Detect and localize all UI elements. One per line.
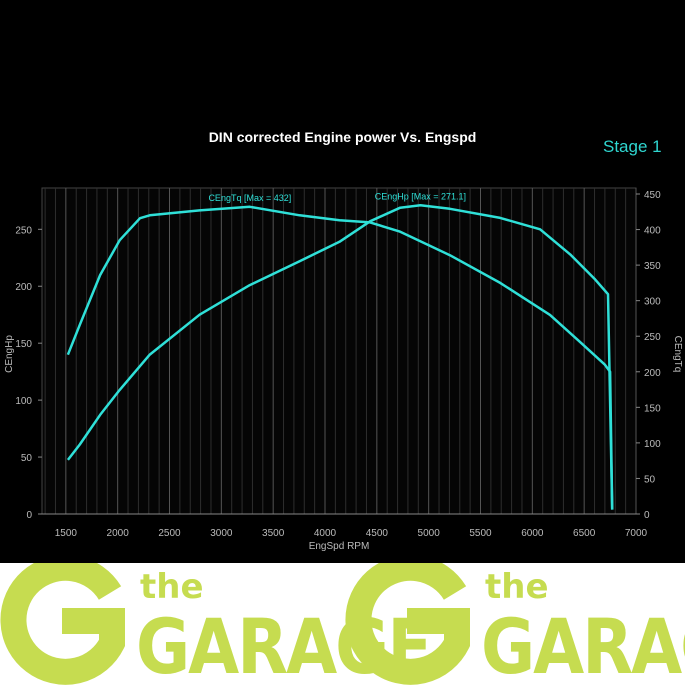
garage-g-icon — [0, 563, 125, 685]
series-line-torque — [66, 205, 614, 510]
series-label: CEngHp [Max = 271.1] — [375, 191, 466, 201]
garage-logo: the GARAGE — [345, 563, 685, 685]
y-right-tick-label: 450 — [644, 190, 661, 201]
x-tick-label: 3500 — [262, 528, 285, 539]
x-tick-label: 3000 — [210, 528, 233, 539]
x-tick-label: 6500 — [573, 528, 596, 539]
x-tick-label: 1500 — [55, 528, 78, 539]
y-left-tick-label: 50 — [21, 453, 33, 464]
y-right-tick-label: 250 — [644, 332, 661, 343]
x-tick-label: 2000 — [107, 528, 130, 539]
x-tick-label: 2500 — [158, 528, 181, 539]
dyno-chart: 1500 2000 2500 3000 3500 4000 4500 5000 5500 6000… — [4, 187, 683, 552]
stage-label: Stage 1 — [603, 137, 662, 156]
y-left-tick-label: 200 — [15, 282, 32, 293]
garage-g-icon — [345, 563, 470, 685]
y-right-axis-label: CEngTq — [672, 336, 683, 373]
y-left-tick-label: 250 — [15, 225, 32, 236]
x-tick-label: 4000 — [314, 528, 337, 539]
logo-the: the — [485, 567, 549, 607]
plot-area — [41, 187, 637, 515]
series-label: CEngTq [Max = 432] — [208, 193, 291, 203]
y-right-tick-label: 100 — [644, 439, 661, 450]
chart-title: DIN corrected Engine power Vs. Engspd — [208, 129, 477, 145]
y-left-tick-label: 150 — [15, 339, 32, 350]
y-right-tick-label: 300 — [644, 297, 661, 308]
y-left-tick-label: 0 — [26, 510, 32, 521]
x-tick-label: 5000 — [418, 528, 441, 539]
logo-the: the — [140, 567, 204, 607]
logo-garage: GARAGE — [481, 603, 685, 685]
x-tick-label: 5500 — [469, 528, 492, 539]
series-line-power — [66, 204, 614, 510]
y-right-tick-label: 350 — [644, 261, 661, 272]
y-right-tick-label: 150 — [644, 403, 661, 414]
y-right-tick-label: 400 — [644, 226, 661, 237]
y-right-tick-label: 0 — [644, 510, 650, 521]
garage-logo: the GARAGE — [0, 563, 432, 685]
y-right-tick-label: 200 — [644, 368, 661, 379]
x-axis-label: EngSpd RPM — [309, 541, 370, 552]
y-left-tick-label: 100 — [15, 396, 32, 407]
x-tick-label: 4500 — [366, 528, 389, 539]
y-right-tick-label: 50 — [644, 474, 656, 485]
x-tick-label: 6000 — [521, 528, 544, 539]
x-tick-label: 7000 — [625, 528, 648, 539]
footer-logo-band: the GARAGE the GARAGE — [0, 563, 685, 685]
y-left-axis-label: CEngHp — [4, 335, 15, 373]
